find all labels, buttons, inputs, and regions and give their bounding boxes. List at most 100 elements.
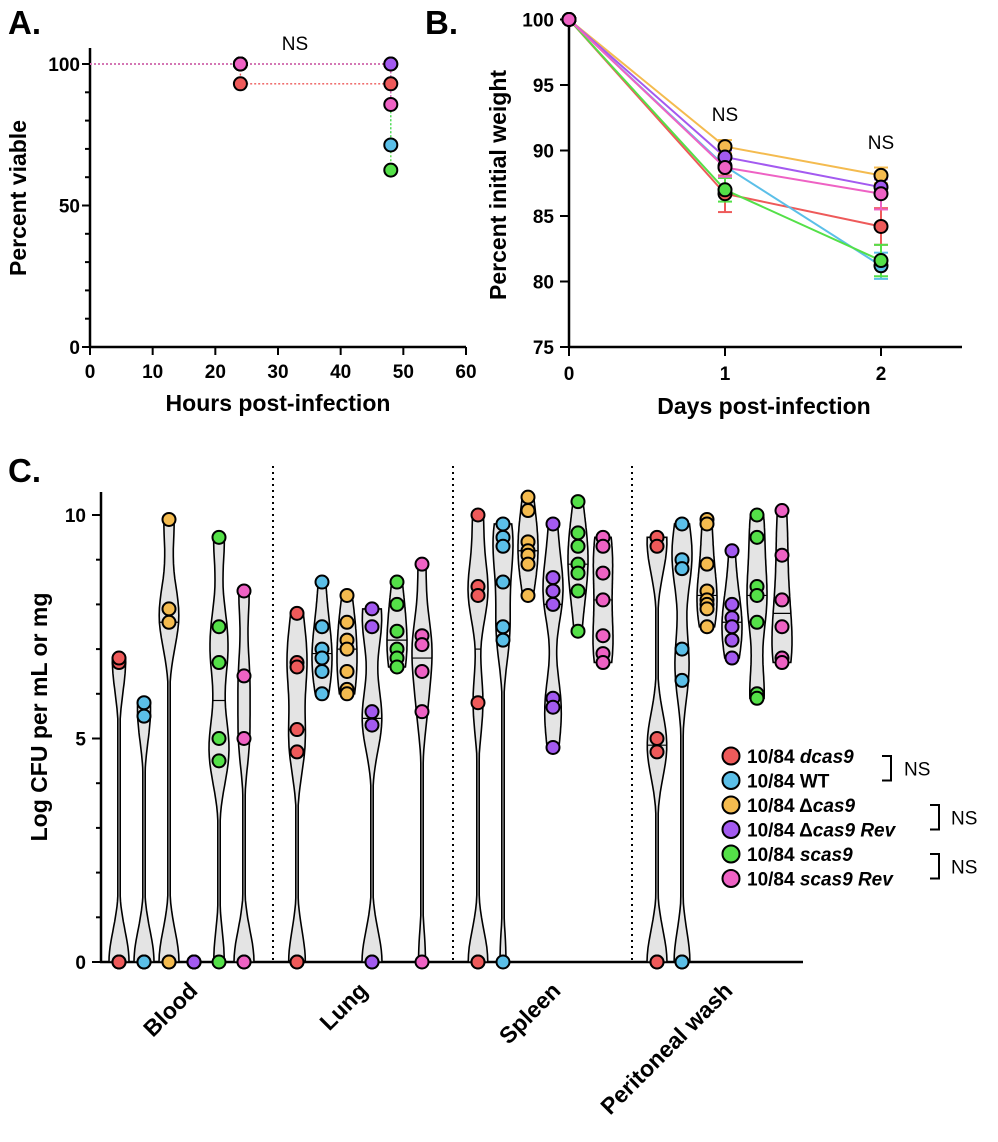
violin-shape bbox=[133, 701, 155, 963]
category-label-peritoneal-wash: Peritoneal wash bbox=[595, 977, 737, 1119]
y-tick-label: 80 bbox=[533, 273, 554, 294]
cfu-point bbox=[211, 655, 227, 671]
cfu-point bbox=[774, 503, 790, 519]
survival-point bbox=[383, 76, 399, 92]
comparison-bracket bbox=[882, 755, 892, 782]
panel-a-xlabel: Hours post-infection bbox=[166, 390, 391, 416]
legend-label: 10/84 scas9 bbox=[747, 845, 853, 866]
cfu-point bbox=[364, 954, 380, 970]
cfu-point bbox=[236, 954, 252, 970]
weight-point bbox=[873, 218, 889, 234]
y-tick-label: 95 bbox=[533, 76, 555, 97]
legend-swatch bbox=[721, 869, 741, 888]
cfu-point bbox=[161, 601, 177, 617]
cfu-point bbox=[649, 538, 665, 554]
cfu-point bbox=[774, 655, 790, 671]
panel-a-label: A. bbox=[8, 4, 41, 41]
cfu-point bbox=[389, 596, 405, 612]
cfu-point bbox=[186, 954, 202, 970]
y-tick-label: 0 bbox=[75, 953, 86, 974]
legend-label: 10/84 WT bbox=[747, 772, 830, 793]
x-tick-label: 20 bbox=[205, 362, 226, 383]
cfu-point bbox=[724, 650, 740, 666]
cfu-point bbox=[495, 516, 511, 532]
violin-shape bbox=[771, 509, 793, 664]
legend-swatch bbox=[721, 771, 741, 790]
panel-b-ns-day1: NS bbox=[712, 105, 738, 126]
comparison-bracket bbox=[930, 853, 940, 880]
x-tick-label: 1 bbox=[720, 364, 731, 385]
violin-shape bbox=[361, 608, 383, 963]
comparison-ns: NS bbox=[951, 857, 977, 878]
cfu-point bbox=[545, 739, 561, 755]
weight-point bbox=[717, 160, 733, 176]
survival-point bbox=[232, 56, 248, 72]
cfu-point bbox=[570, 525, 586, 541]
cfu-point bbox=[699, 516, 715, 532]
cfu-point bbox=[674, 516, 690, 532]
legend-swatch bbox=[721, 844, 741, 864]
cfu-point bbox=[314, 650, 330, 666]
cfu-point bbox=[364, 704, 380, 720]
cfu-point bbox=[236, 668, 252, 684]
cfu-point bbox=[595, 538, 611, 554]
cfu-point bbox=[470, 507, 486, 523]
panel-a-ns: NS bbox=[282, 34, 308, 55]
y-tick-label: 100 bbox=[48, 55, 80, 76]
weight-point bbox=[873, 186, 889, 202]
cfu-point bbox=[495, 619, 511, 635]
category-label-lung: Lung bbox=[314, 977, 372, 1035]
panel-a-chart: Percent viable Hours post-infection NS 0… bbox=[5, 34, 477, 416]
cfu-point bbox=[545, 583, 561, 599]
cfu-point bbox=[389, 623, 405, 639]
panel-c-ylabel: Log CFU per mL or mg bbox=[26, 593, 52, 842]
comparison-ns: NS bbox=[951, 808, 977, 829]
cfu-point bbox=[545, 596, 561, 612]
comparison-bracket bbox=[930, 804, 940, 831]
y-tick-label: 75 bbox=[533, 338, 555, 359]
violin-shape bbox=[233, 590, 255, 963]
cfu-point bbox=[289, 659, 305, 675]
x-tick-label: 40 bbox=[330, 362, 351, 383]
panel-b-ylabel: Percent initial weight bbox=[485, 70, 511, 300]
y-tick-label: 0 bbox=[69, 338, 80, 359]
cfu-point bbox=[749, 529, 765, 545]
cfu-point bbox=[364, 619, 380, 635]
cfu-point bbox=[495, 954, 511, 970]
cfu-point bbox=[211, 731, 227, 746]
legend-label: 10/84 Δcas9 bbox=[747, 796, 855, 817]
y-tick-label: 5 bbox=[75, 730, 86, 751]
cfu-point bbox=[364, 601, 380, 617]
cfu-point bbox=[495, 538, 511, 554]
cfu-point bbox=[674, 561, 690, 577]
cfu-point bbox=[595, 628, 611, 644]
cfu-point bbox=[211, 619, 227, 635]
cfu-point bbox=[111, 650, 127, 666]
y-tick-label: 85 bbox=[533, 207, 555, 228]
violin-shape bbox=[158, 518, 180, 963]
legend-label: 10/84 scas9 Rev bbox=[747, 870, 894, 891]
cfu-point bbox=[724, 596, 740, 612]
cfu-point bbox=[211, 753, 227, 769]
legend-label: 10/84 dcas9 bbox=[747, 747, 854, 768]
cfu-point bbox=[289, 605, 305, 621]
cfu-point bbox=[749, 507, 765, 523]
violin-shape bbox=[208, 536, 230, 963]
cfu-point bbox=[724, 632, 740, 648]
y-tick-label: 90 bbox=[533, 142, 554, 163]
legend-swatch bbox=[721, 795, 741, 815]
cfu-point bbox=[570, 623, 586, 639]
legend: 10/84 dcas9 10/84 WT 10/84 Δcas9 10/84 Δcas… bbox=[721, 746, 977, 891]
cfu-point bbox=[339, 587, 355, 603]
cfu-point bbox=[570, 565, 586, 581]
cfu-point bbox=[774, 619, 790, 635]
cfu-point bbox=[414, 954, 430, 970]
cfu-point bbox=[211, 529, 227, 545]
cfu-point bbox=[495, 632, 511, 648]
panel-c-label: C. bbox=[8, 452, 41, 489]
cfu-point bbox=[314, 574, 330, 590]
violin-shape bbox=[492, 523, 514, 963]
cfu-point bbox=[649, 744, 665, 760]
cfu-point bbox=[161, 614, 177, 630]
cfu-point bbox=[495, 574, 511, 590]
